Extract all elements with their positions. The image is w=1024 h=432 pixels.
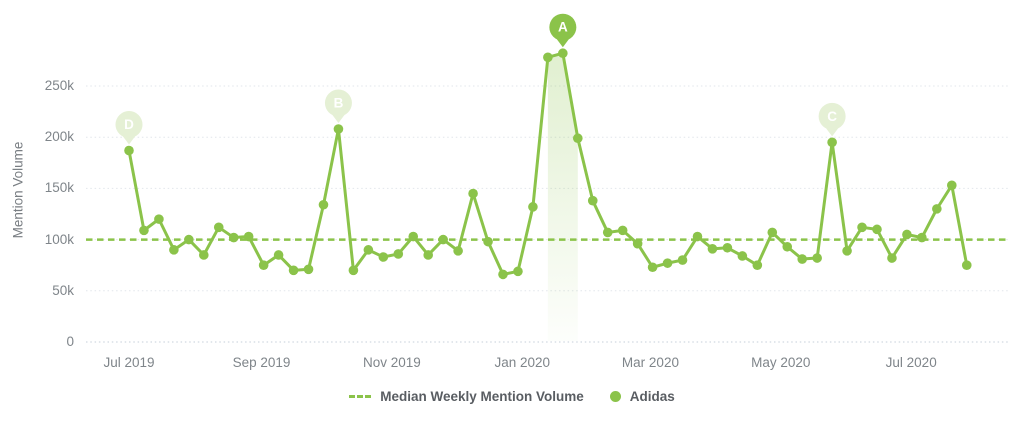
data-point[interactable] xyxy=(453,246,463,256)
y-axis-tick-label: 50k xyxy=(52,282,74,298)
data-point[interactable] xyxy=(199,250,209,260)
data-point[interactable] xyxy=(707,244,718,254)
data-point[interactable] xyxy=(258,260,269,271)
peak-badge-letter-a: A xyxy=(558,20,568,35)
data-point[interactable] xyxy=(513,266,523,277)
data-point[interactable] xyxy=(213,222,224,233)
data-point[interactable] xyxy=(887,253,897,263)
peak-badge-letter-c: C xyxy=(827,109,837,124)
data-point[interactable] xyxy=(647,262,658,273)
x-axis-tick-label: May 2020 xyxy=(751,355,811,370)
legend-item-median[interactable]: Median Weekly Mention Volume xyxy=(349,389,584,404)
data-point[interactable] xyxy=(752,260,763,271)
peak-badge-c[interactable] xyxy=(818,102,846,130)
data-point[interactable] xyxy=(932,204,942,214)
data-point[interactable] xyxy=(902,229,912,240)
data-point[interactable] xyxy=(812,253,822,263)
data-point[interactable] xyxy=(573,133,583,144)
data-point[interactable] xyxy=(139,225,149,236)
y-axis-tick-label: 150k xyxy=(44,180,74,196)
data-point[interactable] xyxy=(632,238,643,249)
data-point[interactable] xyxy=(827,137,837,148)
y-axis-tick-label: 250k xyxy=(44,78,74,93)
data-point[interactable] xyxy=(483,236,493,247)
data-point[interactable] xyxy=(333,124,344,134)
data-point[interactable] xyxy=(543,52,553,63)
data-point[interactable] xyxy=(498,269,508,280)
y-axis-tick-label: 0 xyxy=(66,334,74,349)
x-axis-tick-label: Sep 2019 xyxy=(232,355,291,370)
data-point[interactable] xyxy=(797,254,807,264)
peak-badge-pointer-a xyxy=(556,39,569,48)
data-point[interactable] xyxy=(154,214,164,224)
data-point[interactable] xyxy=(408,231,419,242)
data-point[interactable] xyxy=(677,255,688,265)
peak-badge-pointer-c xyxy=(826,128,839,137)
y-axis-tick-label: 100k xyxy=(44,231,74,247)
data-point[interactable] xyxy=(124,145,134,156)
data-point[interactable] xyxy=(767,227,778,238)
data-point[interactable] xyxy=(378,252,389,262)
data-point[interactable] xyxy=(468,188,478,199)
data-point[interactable] xyxy=(348,265,359,276)
legend-item-adidas[interactable]: Adidas xyxy=(609,389,675,404)
data-point[interactable] xyxy=(587,195,598,206)
data-point[interactable] xyxy=(558,48,568,59)
data-point[interactable] xyxy=(722,242,733,253)
data-point[interactable] xyxy=(184,234,194,245)
legend-median-label: Median Weekly Mention Volume xyxy=(380,389,584,404)
data-point[interactable] xyxy=(947,180,957,191)
peak-badge-d[interactable] xyxy=(115,111,143,139)
data-point[interactable] xyxy=(393,249,404,259)
data-point[interactable] xyxy=(602,227,613,238)
peak-badge-letter-b: B xyxy=(334,96,344,111)
x-axis-tick-label: Jul 2020 xyxy=(885,355,937,370)
peak-badge-b[interactable] xyxy=(324,89,352,117)
data-point[interactable] xyxy=(961,260,972,271)
data-point[interactable] xyxy=(363,245,374,255)
data-point[interactable] xyxy=(872,224,882,235)
highlight-band xyxy=(547,53,578,342)
data-point[interactable] xyxy=(782,241,793,252)
x-axis-tick-label: Nov 2019 xyxy=(362,355,421,370)
data-point[interactable] xyxy=(842,246,852,256)
data-point[interactable] xyxy=(303,264,314,275)
x-axis-tick-label: Mar 2020 xyxy=(621,355,679,370)
legend-series-label: Adidas xyxy=(629,389,675,404)
peak-badge-pointer-d xyxy=(123,136,135,145)
data-point[interactable] xyxy=(692,231,703,242)
x-axis-tick-label: Jan 2020 xyxy=(494,355,551,370)
data-point[interactable] xyxy=(423,250,434,260)
data-point[interactable] xyxy=(438,234,448,245)
data-point[interactable] xyxy=(857,222,867,233)
peak-badge-letter-d: D xyxy=(124,117,134,132)
data-point[interactable] xyxy=(243,231,254,242)
data-point[interactable] xyxy=(228,232,239,243)
chart-legend: Median Weekly Mention Volume Adidas xyxy=(0,389,1024,404)
data-point[interactable] xyxy=(528,202,538,212)
peak-badge-pointer-b xyxy=(332,115,345,124)
data-point[interactable] xyxy=(737,251,748,261)
data-point[interactable] xyxy=(617,225,628,236)
series-dot-icon xyxy=(609,391,621,402)
y-axis-tick-label: 200k xyxy=(44,129,74,145)
x-axis-tick-label: Jul 2019 xyxy=(103,355,155,370)
y-axis-title: Mention Volume xyxy=(10,141,26,239)
data-point[interactable] xyxy=(273,250,284,260)
peak-badge-a[interactable] xyxy=(549,13,577,41)
data-point[interactable] xyxy=(917,232,927,243)
data-point[interactable] xyxy=(288,265,299,276)
median-dashed-line-icon xyxy=(349,395,372,398)
data-point[interactable] xyxy=(169,245,179,255)
data-point[interactable] xyxy=(662,258,673,268)
data-point[interactable] xyxy=(318,199,329,210)
